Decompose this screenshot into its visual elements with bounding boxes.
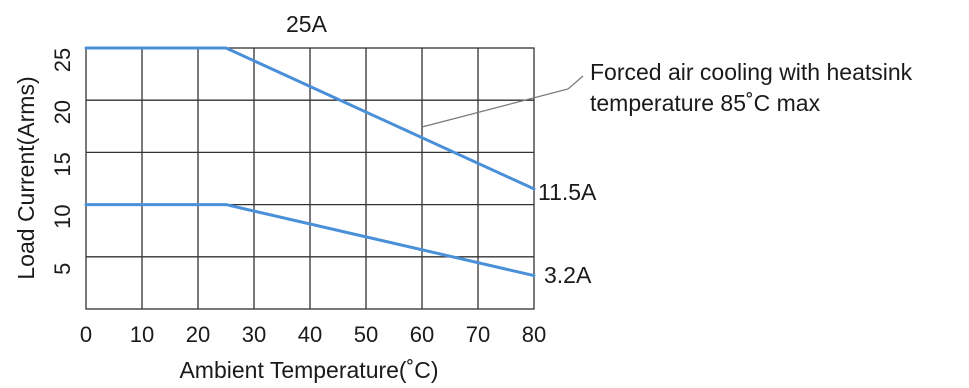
annotation-note-line-1: Forced air cooling with heatsink — [590, 59, 913, 85]
x-tick-label-80: 80 — [522, 322, 546, 347]
y-tick-label-10: 10 — [50, 204, 75, 228]
x-tick-label-30: 30 — [242, 322, 266, 347]
x-tick-label-10: 10 — [130, 322, 154, 347]
annotation-25a: 25A — [286, 11, 328, 37]
y-tick-label-25: 25 — [50, 48, 75, 72]
y-axis-label: Load Current(Arms) — [13, 76, 39, 279]
annotation-3-2a: 3.2A — [544, 262, 592, 288]
series-lines — [84, 46, 536, 278]
annotation-note-line-2: temperature 85˚C max — [590, 90, 821, 116]
x-tick-label-60: 60 — [410, 322, 434, 347]
y-tick-label-20: 20 — [50, 100, 75, 124]
y-tick-label-5: 5 — [50, 263, 75, 275]
y-tick-labels: 5 10 15 20 25 — [50, 48, 75, 275]
x-tick-label-40: 40 — [298, 322, 322, 347]
annotation-leader-line — [421, 75, 584, 128]
x-tick-label-20: 20 — [186, 322, 210, 347]
grid — [85, 47, 535, 310]
x-tick-label-50: 50 — [354, 322, 378, 347]
y-tick-label-15: 15 — [50, 152, 75, 176]
annotation-11-5a: 11.5A — [538, 179, 597, 205]
x-tick-labels: 0 10 20 30 40 50 60 70 80 — [80, 322, 546, 347]
x-tick-label-70: 70 — [466, 322, 490, 347]
x-tick-label-0: 0 — [80, 322, 92, 347]
series-line-1 — [84, 46, 536, 191]
x-axis-label: Ambient Temperature(˚C) — [179, 357, 438, 383]
series-line-2 — [84, 203, 536, 278]
